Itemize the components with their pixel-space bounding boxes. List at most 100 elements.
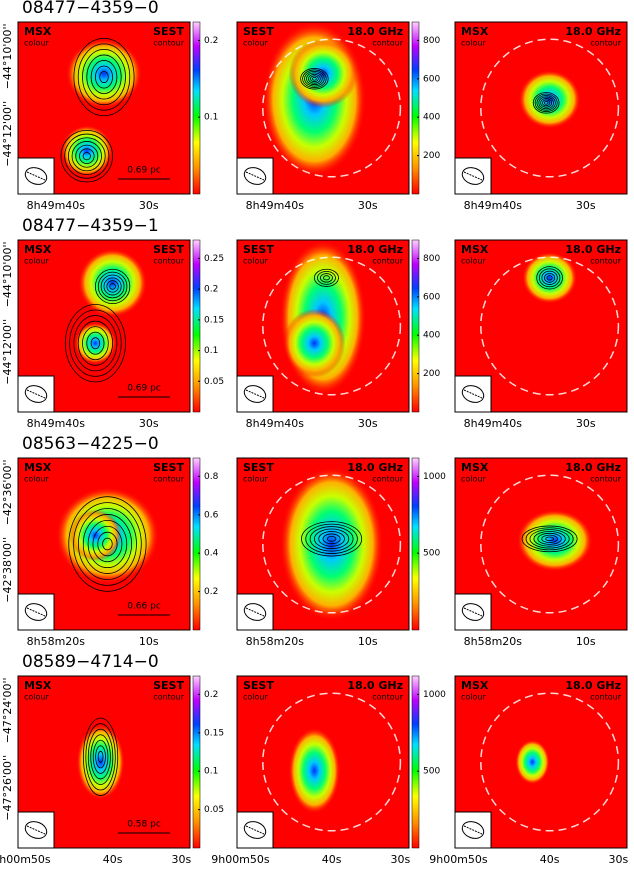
contour	[86, 54, 122, 100]
primary-beam	[480, 256, 620, 396]
contour-label: SEST	[153, 679, 184, 692]
contour	[317, 270, 336, 285]
colorbar-tick-label: 0.1	[204, 113, 218, 123]
colour-note: colour	[243, 257, 268, 266]
primary-beam	[262, 692, 402, 832]
contour	[82, 717, 119, 796]
contour	[313, 528, 350, 550]
colour-label: MSX	[461, 461, 489, 474]
contour	[95, 745, 106, 769]
colorbar-tick-label: 0.2	[204, 587, 218, 597]
contour-label: SEST	[153, 243, 184, 256]
contour	[87, 519, 128, 569]
contour	[544, 272, 556, 283]
contour	[82, 152, 91, 161]
contour-note: contour	[590, 39, 621, 48]
scale-bar-label: 0.58 pc	[127, 820, 161, 830]
contour-label: 18.0 GHz	[565, 679, 621, 692]
primary-beam	[480, 474, 620, 614]
beam	[24, 603, 48, 621]
colorbar-tick-label: 0.2	[204, 690, 218, 700]
y-axis-label: −44°10'00''	[1, 24, 14, 90]
contour	[308, 73, 321, 84]
x-axis-label: 8h49m40s	[246, 199, 305, 212]
contour-label: 18.0 GHz	[565, 25, 621, 38]
colorbar-tick-label: 200	[423, 151, 440, 161]
x-axis-label: 30s	[576, 199, 596, 212]
colour-note: colour	[461, 39, 486, 48]
contour	[90, 60, 118, 95]
x-axis-label: 30s	[172, 853, 192, 866]
contour	[69, 309, 122, 377]
colorbar-tick-label: 0.25	[204, 254, 224, 264]
colorbar-tick-label: 500	[423, 549, 440, 559]
beam	[243, 167, 267, 185]
colorbar-tick-label: 0.15	[204, 315, 224, 325]
contour	[87, 728, 114, 785]
contour-note: contour	[372, 475, 403, 484]
contour	[542, 99, 551, 107]
beam-hatch	[245, 825, 265, 835]
colorbar-tick-label: 200	[423, 369, 440, 379]
contour	[82, 326, 109, 361]
x-axis-label: 30s	[609, 853, 629, 866]
colorbar-tick-label: 1000	[423, 472, 446, 482]
panel-frame	[454, 21, 628, 195]
beam-hatch	[245, 607, 265, 617]
contour	[304, 70, 325, 87]
colorbar	[192, 457, 201, 631]
beam	[24, 167, 48, 185]
colour-label: SEST	[243, 679, 274, 692]
emission-blob	[515, 739, 550, 785]
y-axis-label: −47°24'00''	[1, 678, 14, 744]
contour	[94, 268, 131, 305]
contour	[73, 502, 142, 586]
panel-frame	[454, 457, 628, 631]
beam	[461, 821, 485, 839]
beam	[24, 821, 48, 839]
contour-note: contour	[372, 257, 403, 266]
contour-label: 18.0 GHz	[565, 243, 621, 256]
contour-label: SEST	[153, 25, 184, 38]
primary-beam	[480, 38, 620, 178]
contour	[302, 69, 327, 89]
contour-label: 18.0 GHz	[565, 461, 621, 474]
contour	[536, 266, 563, 290]
colorbar-tick-label: 0.15	[204, 728, 224, 738]
colour-label: MSX	[24, 461, 52, 474]
emission-blob	[516, 509, 593, 572]
colour-label: MSX	[461, 679, 489, 692]
x-axis-label: 10s	[358, 635, 378, 648]
beam	[461, 603, 485, 621]
contour	[537, 532, 562, 545]
contour-note: contour	[590, 475, 621, 484]
contour	[71, 141, 102, 172]
beam-hatch	[245, 171, 265, 181]
emission-blob	[74, 322, 117, 364]
contour	[313, 268, 339, 287]
contour	[540, 98, 553, 108]
colorbar-tick-label: 0.05	[204, 805, 224, 815]
contour	[82, 48, 126, 106]
colorbar-tick-label: 0.8	[204, 472, 219, 482]
colour-note: colour	[243, 693, 268, 702]
colour-label: MSX	[24, 679, 52, 692]
beam-hatch	[26, 389, 46, 399]
x-axis-label: 9h00m50s	[211, 853, 270, 866]
contour-label: SEST	[153, 461, 184, 474]
row-title: 08477−4359−0	[22, 0, 159, 18]
contour	[320, 273, 333, 283]
colorbar-tick-label: 0.2	[204, 36, 218, 46]
contour	[305, 523, 358, 554]
contour	[92, 739, 109, 774]
contour	[90, 337, 101, 350]
beam	[243, 385, 267, 403]
x-axis-label: 10s	[139, 635, 159, 648]
colorbar	[411, 21, 420, 195]
contour	[86, 331, 105, 355]
contour	[95, 65, 114, 89]
contour-note: contour	[372, 39, 403, 48]
